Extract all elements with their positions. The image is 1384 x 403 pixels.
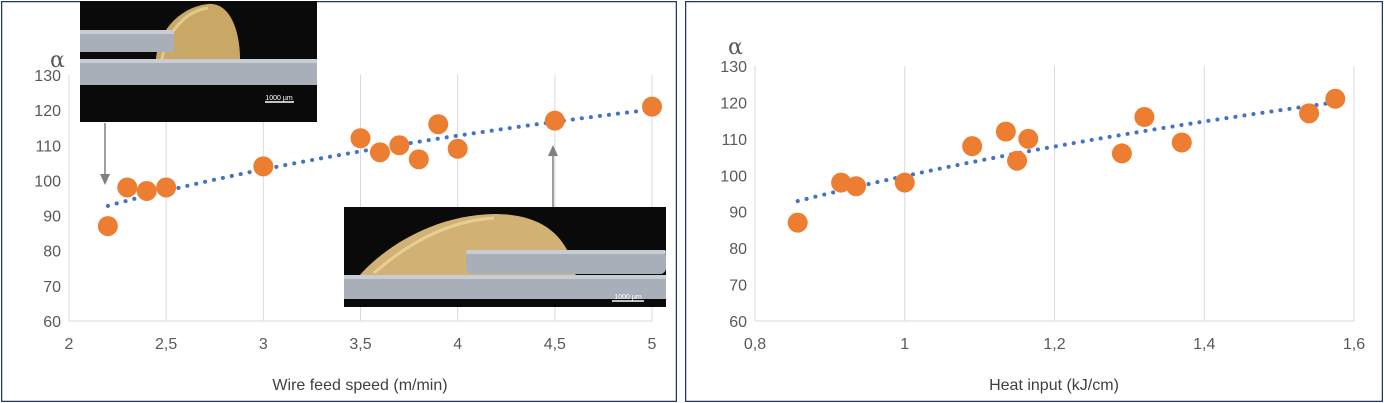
x-axis-label: Wire feed speed (m/min) [272,377,447,394]
data-point [894,172,915,193]
y-tick-label: 80 [729,241,747,258]
micrograph-inset-2: 1000 µm [344,207,666,307]
data-point [156,177,177,198]
y-tick-label: 60 [43,314,61,331]
inset-2-arrowhead [548,145,558,156]
y-tick-label: 60 [729,314,747,331]
data-point [1299,103,1320,124]
inset-1-arrowhead [100,174,110,185]
data-point [97,216,118,237]
y-tick-label: 120 [720,95,747,112]
data-point [962,136,983,157]
data-point [642,96,662,117]
data-point [253,156,274,177]
data-point [369,142,390,163]
y-axis-label: α [728,35,743,60]
y-tick-label: 120 [34,103,61,120]
y-tick-label: 130 [720,59,747,76]
y-tick-label: 70 [729,278,747,295]
data-point [1171,132,1192,153]
data-point [136,180,157,201]
y-tick-label: 90 [43,209,61,226]
x-tick-label: 3 [259,336,268,353]
y-tick-label: 90 [729,205,747,222]
x-tick-label: 3,5 [349,336,371,353]
data-point [995,121,1016,142]
data-point [1325,88,1346,109]
heat-input-chart: α Heat input (kJ/cm) 0,8 1 1,2 1,4 1,6 60 70 80… [685,1,1383,402]
y-axis-label: α [50,48,65,73]
x-axis-label: Heat input (kJ/cm) [989,377,1119,394]
data-point [447,138,468,159]
data-point [408,149,429,170]
data-point [1018,128,1039,149]
y-tick-label: 80 [43,244,61,261]
x-tick-label: 4,5 [544,336,566,353]
panel-border [685,1,1383,402]
x-tick-label: 4 [453,336,462,353]
x-tick-label: 2,5 [155,336,177,353]
data-point [1134,107,1155,127]
y-tick-label: 70 [43,279,61,296]
x-tick-label: 2 [65,336,74,353]
data-point [846,176,867,197]
data-point [831,172,852,193]
inset-2-scale-label: 1000 µm [614,294,642,301]
data-point [389,135,410,156]
micrograph-inset-1: 1000 µm [80,1,317,122]
y-tick-label: 100 [720,168,747,185]
x-tick-label: 0,8 [744,336,766,353]
data-point [1007,150,1028,171]
y-tick-label: 110 [35,138,61,155]
x-tick-label: 1,2 [1043,336,1065,353]
data-point [428,114,449,135]
data-point [787,212,808,233]
data-point [350,128,371,149]
x-tick-label: 1 [900,336,909,353]
wire-feed-speed-chart: α Wire feed speed (m/min) 2 2,5 3 3,5 4 4,5 5 6… [1,1,677,402]
y-tick-label: 110 [721,132,747,149]
x-tick-label: 1,6 [1343,336,1365,353]
x-tick-label: 1,4 [1193,336,1215,353]
data-point [117,177,138,198]
y-tick-label: 130 [34,68,61,85]
data-point [1111,143,1132,164]
x-tick-label: 5 [648,336,657,353]
inset-1-scale-label: 1000 µm [265,95,293,102]
data-point [544,110,565,131]
y-tick-label: 100 [34,173,61,190]
trendline [795,100,1338,204]
